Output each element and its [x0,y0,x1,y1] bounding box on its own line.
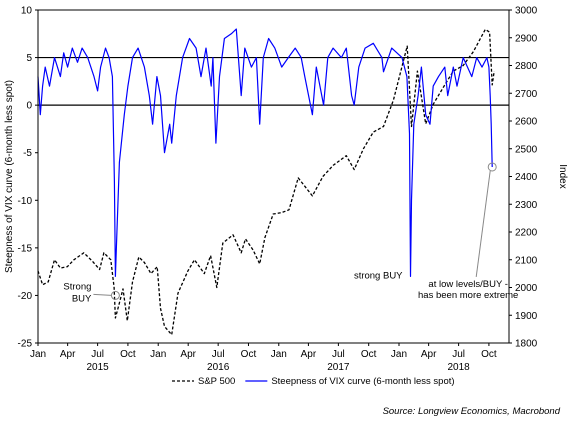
x-tick-label: Oct [241,349,257,360]
left-tick-label: 10 [21,6,33,17]
vix-steepness-line [37,28,493,277]
x-tick-label: Jan [30,349,46,360]
annotation-leader [475,170,491,278]
right-tick-label: 2600 [515,117,538,128]
left-tick-label: 5 [26,53,32,64]
x-year-label: 2017 [327,362,350,373]
annotation-text: has been more extreme [418,290,518,301]
x-tick-label: Oct [481,349,497,360]
x-tick-label: Jul [212,349,225,360]
legend-label-sp500: S&P 500 [198,376,235,387]
annotation-marker [487,162,497,172]
right-tick-label: 2200 [515,228,538,239]
right-tick-label: 2300 [515,200,538,211]
series-lines [37,28,495,336]
right-tick-label: 2400 [515,172,538,183]
right-axis-title: Index [557,164,568,188]
left-tick-label: -5 [23,148,32,159]
right-tick-label: 2000 [515,283,538,294]
sp500-line [37,28,495,336]
x-tick-label: Jan [391,349,407,360]
right-tick-label: 1800 [515,339,538,350]
left-tick-label: 0 [26,101,32,112]
reference-lines [38,56,509,106]
right-tick-label: 2100 [515,255,538,266]
annotation-text: BUY [72,293,92,304]
x-tick-label: Jul [91,349,104,360]
left-axis-title: Steepness of VIX curve (6-month less spo… [4,80,15,273]
right-axis-ticks: 3000 2900 2800 2700 2600 2500 2400 2300 2200 2100… [509,6,538,350]
source-note: Source: Longview Economics, Macrobond [383,406,561,417]
x-tick-label: Jan [150,349,166,360]
x-year-label: 2018 [447,362,470,373]
left-tick-label: -15 [18,243,33,254]
x-axis-ticks: Jan Apr Jul Oct Jan Apr Jul Oct Jan Apr Jul Oct Jan A… [30,343,497,373]
annotation-text: Strong [63,281,91,292]
x-tick-label: Apr [301,349,317,360]
left-axis-ticks: 10 5 0 -5 -10 -15 -20 -25 [18,6,38,350]
annotation-marker [110,290,120,300]
annotation-text: strong BUY [354,270,403,281]
right-tick-label: 3000 [515,6,538,17]
x-tick-label: Jan [271,349,287,360]
right-tick-label: 2900 [515,33,538,44]
x-year-label: 2016 [207,362,230,373]
legend: S&P 500 Steepness of VIX curve (6-month l… [172,376,455,387]
left-tick-label: -25 [18,339,33,350]
x-tick-label: Apr [180,349,196,360]
x-tick-label: Apr [60,349,76,360]
right-tick-label: 2500 [515,144,538,155]
legend-label-vix: Steepness of VIX curve (6-month less spo… [271,376,454,387]
right-tick-label: 2800 [515,61,538,72]
x-tick-label: Jul [452,349,465,360]
x-year-label: 2015 [86,362,109,373]
left-tick-label: -20 [18,291,33,302]
right-tick-label: 2700 [515,89,538,100]
x-tick-label: Oct [120,349,136,360]
annotation-leader [93,293,112,296]
right-tick-label: 1900 [515,311,538,322]
x-tick-label: Jul [332,349,345,360]
left-tick-label: -10 [18,196,33,207]
annotation-text: at low levels/BUY - [428,279,508,290]
x-tick-label: Oct [361,349,377,360]
x-tick-label: Apr [421,349,437,360]
